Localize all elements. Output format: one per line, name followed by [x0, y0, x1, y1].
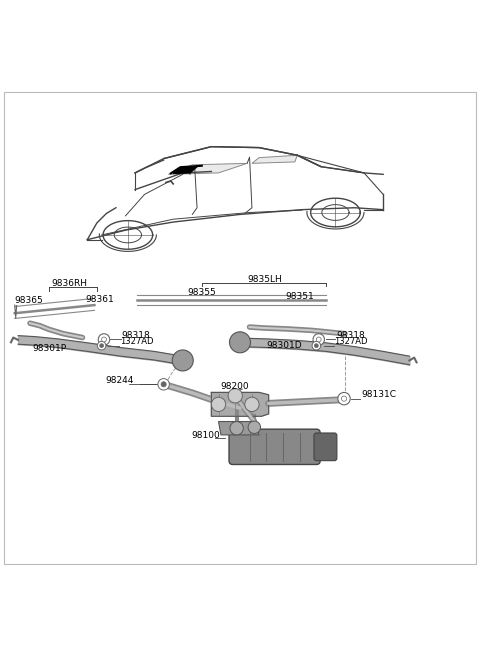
- Text: 98318: 98318: [336, 331, 365, 340]
- Circle shape: [228, 388, 242, 403]
- Text: 98365: 98365: [15, 297, 44, 305]
- FancyBboxPatch shape: [229, 429, 320, 464]
- Circle shape: [102, 337, 107, 342]
- Polygon shape: [252, 155, 297, 163]
- Polygon shape: [218, 422, 259, 435]
- Circle shape: [158, 379, 169, 390]
- Text: 98318: 98318: [121, 331, 150, 340]
- Text: 98244: 98244: [106, 376, 134, 385]
- Circle shape: [229, 332, 251, 353]
- Circle shape: [245, 397, 259, 411]
- Circle shape: [338, 392, 350, 405]
- Text: 98100: 98100: [192, 431, 220, 440]
- Text: 9835LH: 9835LH: [247, 275, 282, 283]
- FancyBboxPatch shape: [314, 433, 337, 461]
- Circle shape: [97, 341, 106, 350]
- Circle shape: [98, 334, 110, 345]
- Text: 9836RH: 9836RH: [51, 279, 87, 288]
- Circle shape: [161, 382, 166, 387]
- Circle shape: [211, 397, 226, 411]
- Polygon shape: [211, 392, 269, 417]
- Circle shape: [314, 344, 318, 348]
- Text: 98301P: 98301P: [33, 344, 67, 353]
- Polygon shape: [168, 163, 247, 174]
- Circle shape: [230, 422, 243, 435]
- Circle shape: [341, 396, 347, 401]
- Circle shape: [248, 421, 261, 434]
- Text: 98355: 98355: [188, 287, 216, 297]
- Text: 98200: 98200: [220, 382, 249, 390]
- Text: 98301D: 98301D: [266, 341, 302, 350]
- Circle shape: [312, 341, 321, 350]
- Circle shape: [100, 344, 104, 348]
- Circle shape: [316, 337, 321, 342]
- Text: 98131C: 98131C: [361, 390, 396, 400]
- Text: 98351: 98351: [285, 293, 314, 301]
- Text: 98361: 98361: [85, 295, 114, 304]
- Text: 1327AD: 1327AD: [120, 337, 153, 346]
- Circle shape: [313, 334, 324, 345]
- Polygon shape: [173, 167, 197, 173]
- Circle shape: [172, 350, 193, 371]
- Text: 1327AD: 1327AD: [335, 337, 368, 346]
